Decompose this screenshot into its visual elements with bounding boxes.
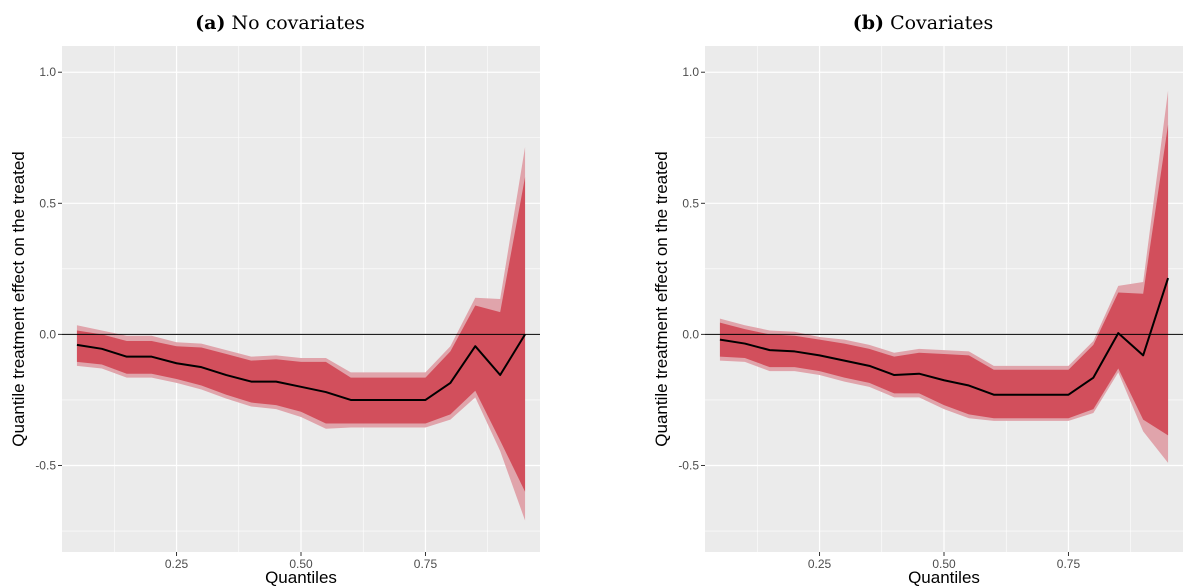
y-axis-title: Quantile treatment effect on the treated [9,151,28,446]
y-tick-label: 0.5 [682,196,699,210]
y-axis-title: Quantile treatment effect on the treated [652,151,671,446]
x-tick-label: 0.75 [1057,557,1081,571]
y-tick-label: 0.0 [682,327,699,341]
panel-tag: (b) [852,12,885,34]
y-tick-label: 1.0 [682,65,699,79]
panel-title: (a) No covariates [0,12,560,34]
confidence-band-inner [76,177,526,492]
x-tick-label: 0.25 [808,557,832,571]
qte-chart-b: 0.25 0.50 0.75 -0.5 0.0 0.5 1.0 Quantiles Quanti… [652,46,1183,587]
x-axis-title: Quantiles [908,568,980,587]
y-tick-label: -0.5 [678,458,699,472]
panel-covariates: (b) Covariates 0.25 0.50 0.75 -0.5 0.0 0.5 1.0… [643,0,1203,587]
estimate-line [76,333,526,401]
y-tick-label: 0.5 [39,196,56,210]
x-axis-title: Quantiles [265,568,337,587]
y-tick-label: 0.0 [39,327,56,341]
x-tick-label: 0.25 [165,557,189,571]
panel-title: (b) Covariates [643,12,1203,34]
panel-title-text: Covariates [890,12,994,34]
y-tick-label: -0.5 [35,458,56,472]
x-tick-label: 0.75 [414,557,438,571]
x-tick-label: 0.50 [289,557,313,571]
panel-tag: (a) [195,12,226,34]
x-tick-label: 0.50 [932,557,956,571]
estimate-line [719,277,1170,396]
panel-no-covariates: (a) No covariates 0.25 0.50 0.75 -0.5 0.0 0.5… [0,0,560,587]
y-tick-label: 1.0 [39,65,56,79]
confidence-band-outer [76,146,526,521]
panel-title-text: No covariates [231,12,365,34]
qte-chart-a: 0.25 0.50 0.75 -0.5 0.0 0.5 1.0 Quantiles Quanti… [9,46,540,587]
